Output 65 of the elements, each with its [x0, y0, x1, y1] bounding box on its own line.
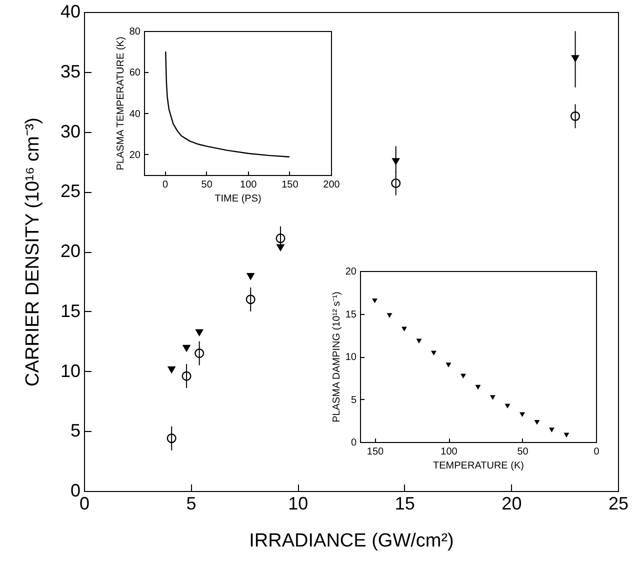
y-tick-label: 5 [70, 420, 80, 441]
point [431, 350, 436, 356]
x-axis-title: IRRADIANCE (GW/cm²) [249, 530, 454, 552]
y-tick-label: 30 [60, 121, 80, 142]
point [391, 178, 401, 188]
y-tick-label: 0 [350, 438, 357, 448]
y-axis-title: PLASMA DAMPING (10¹² s⁻¹) [331, 292, 342, 422]
y-tick-label: 20 [60, 241, 80, 261]
y-tick-label: 40 [129, 108, 141, 120]
point [167, 366, 176, 374]
x-tick-label: 150 [366, 446, 384, 458]
x-tick-label: 100 [240, 180, 258, 190]
y-tick-label: 20 [129, 150, 141, 161]
y-tick-label: 5 [350, 394, 357, 406]
point [182, 371, 192, 381]
point [276, 234, 286, 244]
point [182, 344, 191, 352]
x-tick-label: 15 [394, 494, 415, 514]
y-axis-title: CARRIER DENSITY (10¹⁶ cm⁻³) [22, 118, 44, 386]
point [446, 362, 452, 368]
point [166, 434, 176, 444]
x-tick-label: 5 [186, 494, 196, 514]
x-tick-label: 50 [201, 180, 213, 190]
y-tick-label: 10 [345, 352, 357, 363]
point [276, 244, 285, 252]
point [372, 298, 378, 304]
y-tick-label: 20 [345, 266, 357, 278]
point [504, 404, 510, 408]
point [549, 428, 554, 432]
y-tick-label: 10 [60, 360, 80, 381]
x-tick-label: 50 [517, 446, 529, 458]
point [460, 374, 466, 379]
point [194, 348, 204, 358]
y-tick-label: 40 [60, 2, 80, 22]
x-tick-label: 150 [282, 180, 299, 190]
y-tick-label: 80 [129, 26, 141, 38]
point [386, 313, 392, 318]
x-axis-title: TEMPERATURE (K) [433, 460, 524, 472]
point [195, 329, 204, 337]
x-tick-label: 20 [502, 494, 522, 514]
x-axis-title: TIME (PS) [214, 194, 262, 204]
x-tick-label: 0 [594, 446, 600, 458]
y-tick-label: 35 [60, 61, 80, 82]
point [416, 338, 422, 344]
point [534, 420, 540, 425]
x-tick-label: 0 [162, 180, 168, 190]
x-tick-label: 100 [440, 446, 458, 458]
point [490, 395, 496, 400]
line-series [165, 50, 290, 158]
point [571, 55, 580, 62]
y-axis-title: PLASMA TEMPERATURE (K) [115, 36, 126, 170]
y-tick-label: 60 [129, 68, 141, 79]
point [475, 384, 481, 390]
x-tick-label: 200 [323, 180, 340, 190]
point [570, 111, 580, 121]
point [402, 326, 407, 332]
point [520, 412, 525, 418]
x-tick-label: 10 [288, 494, 308, 514]
y-tick-label: 0 [70, 480, 80, 500]
x-tick-label: 25 [608, 494, 629, 514]
point [246, 294, 256, 304]
point [246, 273, 255, 280]
y-tick-label: 15 [345, 309, 357, 320]
point [392, 158, 400, 166]
y-tick-label: 15 [60, 300, 80, 321]
